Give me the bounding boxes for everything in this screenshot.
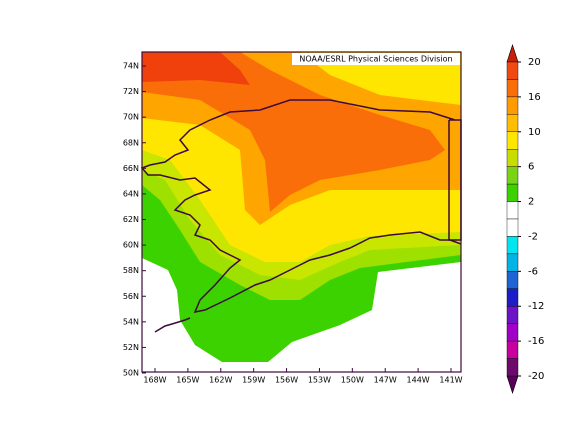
colorbar-segment (506, 131, 519, 150)
lat-label: 56N (123, 292, 139, 301)
contour-dark-orange (142, 52, 445, 212)
colorbar-label: 20 (528, 57, 541, 68)
colorbar-label: 16 (528, 92, 541, 103)
colorbar-segment (506, 166, 519, 185)
credit-box (292, 53, 460, 65)
colorbar-under (506, 375, 519, 394)
contour-red (142, 52, 250, 85)
alaska-coast (140, 99, 462, 314)
colorbar-segment (506, 183, 519, 202)
lat-label: 66N (123, 164, 139, 173)
lat-label: 50N (123, 369, 139, 378)
colorbar-label: -12 (528, 301, 544, 312)
colorbar-label: -6 (528, 266, 538, 277)
colorbar-segment (506, 236, 519, 255)
colorbar-over (506, 44, 519, 63)
colorbar-segment (506, 201, 519, 220)
lat-label: 62N (123, 215, 139, 224)
aleutians (154, 317, 191, 333)
lon-label: 141W (439, 376, 462, 385)
colorbar-segment (506, 79, 519, 98)
lat-label: 52N (123, 343, 139, 352)
lat-label: 68N (123, 138, 139, 147)
lat-label: 54N (123, 317, 139, 326)
colorbar-segment (506, 149, 519, 167)
colorbar-label: -2 (528, 231, 538, 242)
colorbar-segment (506, 323, 519, 342)
colorbar-label: 2 (528, 197, 534, 208)
colorbar-segment (506, 306, 519, 324)
lon-label: 162W (209, 376, 232, 385)
colorbar-label: -20 (528, 371, 544, 382)
lon-label: 144W (407, 376, 430, 385)
lat-label: 60N (123, 241, 139, 250)
colorbar-segment (506, 218, 519, 237)
colorbar-segment (506, 61, 519, 80)
lon-label: 168W (143, 376, 166, 385)
colorbar-segment (506, 271, 519, 289)
lat-label: 74N (123, 62, 139, 71)
map-fill (142, 52, 461, 372)
colorbar-segment (506, 358, 519, 377)
colorbar-segment (506, 96, 519, 115)
colorbar-segment (506, 253, 519, 272)
colorbar-label: 6 (528, 162, 534, 173)
colorbar-segment (506, 340, 519, 359)
colorbar-segment (506, 114, 519, 132)
lat-label: 64N (123, 189, 139, 198)
colorbar-segment (506, 288, 519, 307)
contour-white (142, 258, 461, 372)
colorbar-label: 10 (528, 127, 541, 138)
lat-label: 58N (123, 266, 139, 275)
lon-label: 150W (341, 376, 364, 385)
lon-label: 156W (275, 376, 298, 385)
lon-label: 147W (374, 376, 397, 385)
colorbar-label: -16 (528, 336, 544, 347)
map-frame (141, 51, 462, 373)
lon-label: 153W (308, 376, 331, 385)
lon-label: 159W (242, 376, 265, 385)
credit: NOAA/ESRL Physical Sciences Division (299, 55, 452, 64)
lon-label: 165W (176, 376, 199, 385)
lat-label: 70N (123, 113, 139, 122)
lat-label: 72N (123, 87, 139, 96)
